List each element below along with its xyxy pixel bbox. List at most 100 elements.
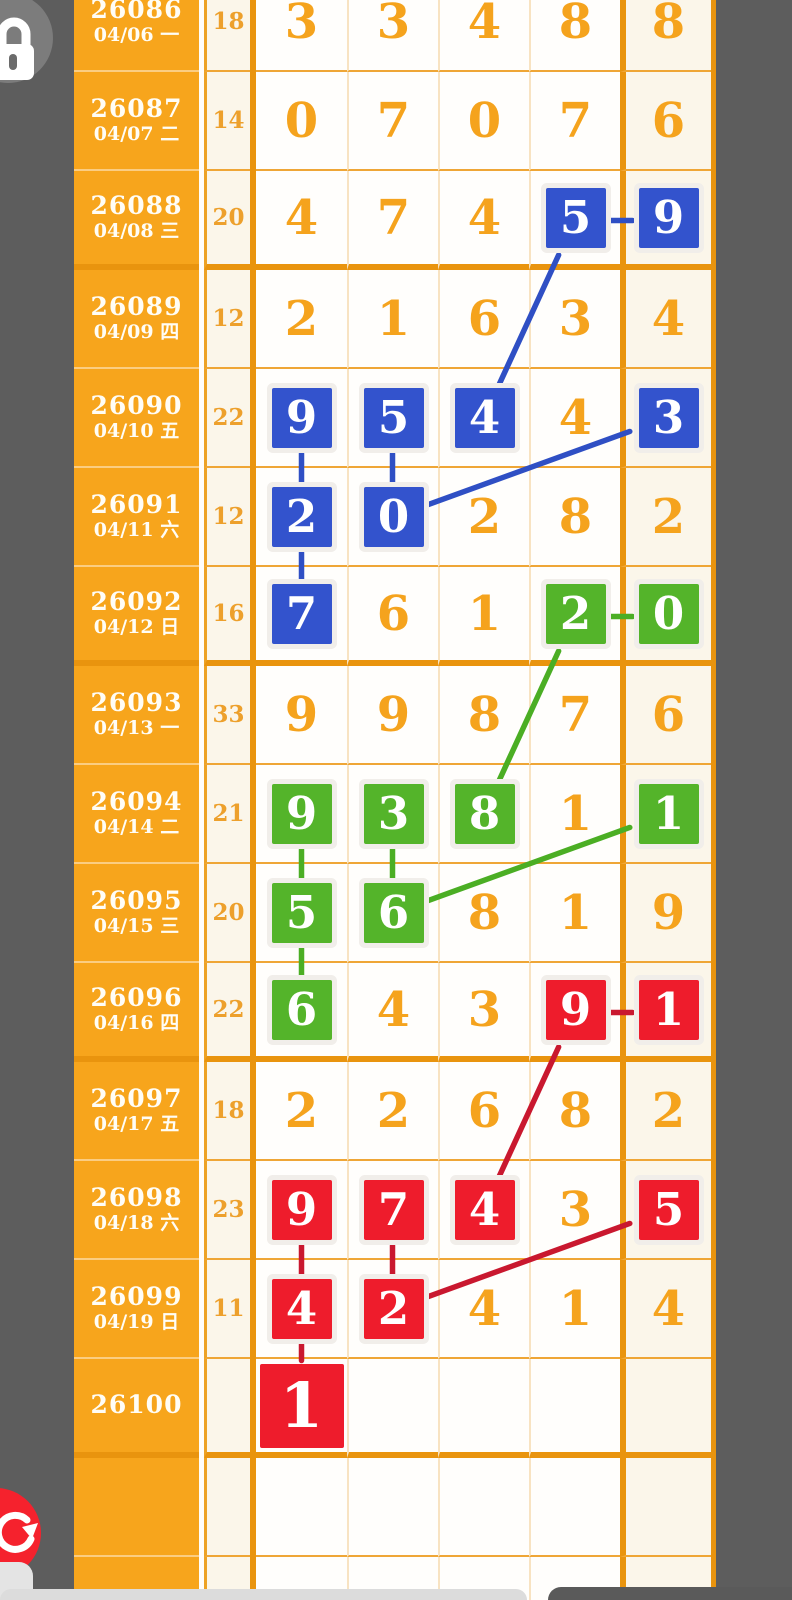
digit-cell: 4 bbox=[438, 171, 529, 270]
draw-number: 26086 bbox=[90, 0, 183, 24]
right-table-border bbox=[711, 1260, 716, 1359]
highlighted-digit-green: 0 bbox=[638, 583, 699, 644]
digit-cell: 1 bbox=[620, 963, 711, 1062]
column-gap bbox=[199, 171, 204, 270]
sum-value: 16 bbox=[204, 567, 250, 666]
digit-cell bbox=[438, 1359, 529, 1458]
draw-date: 04/06 一 bbox=[93, 24, 180, 47]
highlighted-digit-red: 5 bbox=[638, 1179, 699, 1240]
draw-date: 04/10 五 bbox=[93, 420, 180, 443]
draw-number: 26091 bbox=[90, 489, 183, 519]
digit-cell: 6 bbox=[347, 567, 438, 666]
digit-cell: 9 bbox=[347, 666, 438, 765]
column-gap bbox=[199, 1062, 204, 1161]
digit: 3 bbox=[284, 0, 319, 50]
digit-cell: 6 bbox=[620, 666, 711, 765]
digit-cell: 4 bbox=[438, 1260, 529, 1359]
digit-cell: 9 bbox=[256, 1161, 347, 1260]
digit-cell: 6 bbox=[438, 270, 529, 369]
sum-value: 12 bbox=[204, 468, 250, 567]
draw-row: 26094 04/14 二 21 9 3 8 1 1 bbox=[74, 765, 716, 864]
digit-cell: 1 bbox=[620, 765, 711, 864]
digit: 3 bbox=[467, 981, 502, 1038]
draw-number: 26087 bbox=[90, 93, 183, 123]
digit: 6 bbox=[651, 686, 686, 743]
right-table-border bbox=[711, 567, 716, 666]
digit: 2 bbox=[651, 1082, 686, 1139]
draw-date: 04/07 二 bbox=[93, 123, 180, 146]
draw-row: 26089 04/09 四 12 2 1 6 3 4 bbox=[74, 270, 716, 369]
sum-value: 12 bbox=[204, 270, 250, 369]
digit-cell: 2 bbox=[256, 468, 347, 567]
digit-cell: 8 bbox=[620, 0, 711, 72]
highlighted-digit-green: 8 bbox=[454, 783, 515, 844]
draw-row: 26099 04/19 日 11 4 2 4 1 4 bbox=[74, 1260, 716, 1359]
highlighted-digit-red: 1 bbox=[638, 979, 699, 1040]
draw-row: 26098 04/18 六 23 9 7 4 3 5 bbox=[74, 1161, 716, 1260]
digit: 6 bbox=[467, 290, 502, 347]
bottom-sheet-dark-edge[interactable] bbox=[548, 1587, 792, 1600]
thick-divider bbox=[250, 765, 256, 864]
digit: 1 bbox=[376, 290, 411, 347]
digit: 8 bbox=[467, 884, 502, 941]
digit-cell: 8 bbox=[438, 666, 529, 765]
draw-date: 04/16 四 bbox=[93, 1012, 180, 1035]
right-gray-strip bbox=[716, 0, 792, 1600]
digit-cell bbox=[438, 1458, 529, 1557]
right-table-border bbox=[711, 1557, 716, 1600]
highlighted-digit-green: 9 bbox=[271, 783, 332, 844]
highlighted-digit-green: 2 bbox=[545, 583, 606, 644]
digit: 6 bbox=[651, 92, 686, 149]
digit-cell: 2 bbox=[347, 1062, 438, 1161]
digit: 3 bbox=[558, 290, 593, 347]
highlighted-digit-blue: 9 bbox=[638, 187, 699, 248]
digit: 7 bbox=[376, 189, 411, 246]
digit-cell: 9 bbox=[620, 864, 711, 963]
thick-divider bbox=[250, 1062, 256, 1161]
digit-cell: 3 bbox=[347, 765, 438, 864]
sum-value bbox=[204, 1458, 250, 1557]
thick-divider bbox=[250, 1260, 256, 1359]
draw-number: 26094 bbox=[90, 786, 183, 816]
draw-label: 26090 04/10 五 bbox=[74, 369, 199, 468]
bottom-sheet-handle-light bbox=[0, 1589, 527, 1600]
digit: 7 bbox=[376, 92, 411, 149]
digit-cell: 4 bbox=[620, 1260, 711, 1359]
thick-divider bbox=[250, 567, 256, 666]
highlighted-digit-red: 1 bbox=[259, 1363, 344, 1448]
column-gap bbox=[199, 1557, 204, 1600]
digit: 4 bbox=[651, 1280, 686, 1337]
digit: 1 bbox=[558, 1280, 593, 1337]
digit-cell: 4 bbox=[529, 369, 620, 468]
right-table-border bbox=[711, 1062, 716, 1161]
column-gap bbox=[199, 1260, 204, 1359]
digit-cell: 7 bbox=[347, 72, 438, 171]
digit-cell: 4 bbox=[347, 963, 438, 1062]
highlighted-digit-red: 4 bbox=[271, 1278, 332, 1339]
digit: 7 bbox=[558, 686, 593, 743]
thick-divider bbox=[250, 864, 256, 963]
digit-cell: 4 bbox=[438, 369, 529, 468]
draw-date: 04/19 日 bbox=[93, 1311, 180, 1334]
draw-number: 26099 bbox=[90, 1281, 183, 1311]
digit-cell: 3 bbox=[256, 0, 347, 72]
draw-number: 26096 bbox=[90, 982, 183, 1012]
digit-cell: 2 bbox=[438, 468, 529, 567]
highlighted-digit-blue: 2 bbox=[271, 486, 332, 547]
digit-cell: 9 bbox=[256, 666, 347, 765]
digit-cell: 6 bbox=[438, 1062, 529, 1161]
digit-cell: 4 bbox=[438, 0, 529, 72]
right-table-border bbox=[711, 0, 716, 72]
digit-cell bbox=[529, 1359, 620, 1458]
lock-icon bbox=[0, 17, 34, 80]
draw-row: 26091 04/11 六 12 2 0 2 8 2 bbox=[74, 468, 716, 567]
digit-cell: 2 bbox=[620, 1062, 711, 1161]
thick-divider bbox=[250, 171, 256, 270]
thick-divider bbox=[250, 72, 256, 171]
digit-cell: 8 bbox=[529, 1062, 620, 1161]
digit-cell: 3 bbox=[347, 0, 438, 72]
draw-row: 26086 04/06 一 18 3 3 4 8 8 bbox=[74, 0, 716, 72]
sum-value: 20 bbox=[204, 864, 250, 963]
digit-cell: 3 bbox=[529, 1161, 620, 1260]
